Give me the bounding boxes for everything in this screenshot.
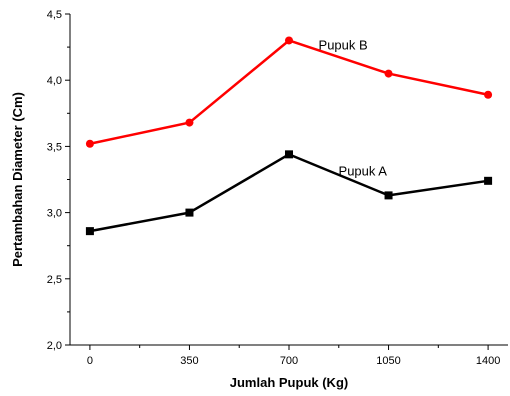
x-tick-label: 1400 xyxy=(476,355,500,367)
data-point xyxy=(384,69,393,78)
y-tick-label: 4,0 xyxy=(47,75,62,87)
x-tick-label: 350 xyxy=(180,355,198,367)
x-tick-label: 1050 xyxy=(376,355,400,367)
data-point xyxy=(185,118,194,127)
series-label-pupuk-a: Pupuk A xyxy=(339,164,388,179)
y-tick-label: 2,0 xyxy=(47,340,62,352)
axes xyxy=(69,14,508,346)
data-point xyxy=(484,90,493,99)
data-point xyxy=(85,227,94,236)
y-axis-title: Pertambahan Diameter (Cm) xyxy=(10,92,25,267)
data-point xyxy=(285,36,293,45)
series-layer xyxy=(85,36,493,236)
data-point xyxy=(484,176,493,185)
y-tick-label: 3,5 xyxy=(47,141,62,153)
data-point xyxy=(384,191,393,200)
x-axis-title: Jumlah Pupuk (Kg) xyxy=(230,375,348,390)
x-tick-label: 0 xyxy=(87,355,93,367)
ticks: 2,0 2,5 3,0 3,5 4,0 4,5 0 350 700 1050 1400 xyxy=(47,9,501,367)
y-tick-label: 2,5 xyxy=(47,274,62,286)
series-line xyxy=(89,153,489,233)
data-point xyxy=(285,150,293,159)
series-line xyxy=(89,39,489,145)
series-label-pupuk-b: Pupuk B xyxy=(319,38,368,53)
y-tick-label: 4,5 xyxy=(47,9,62,21)
y-tick-label: 3,0 xyxy=(47,208,62,220)
x-tick-label: 700 xyxy=(280,355,298,367)
data-point xyxy=(85,139,94,148)
series-pupuk-b xyxy=(85,36,493,148)
data-point xyxy=(185,208,194,217)
series-pupuk-a xyxy=(85,150,493,236)
